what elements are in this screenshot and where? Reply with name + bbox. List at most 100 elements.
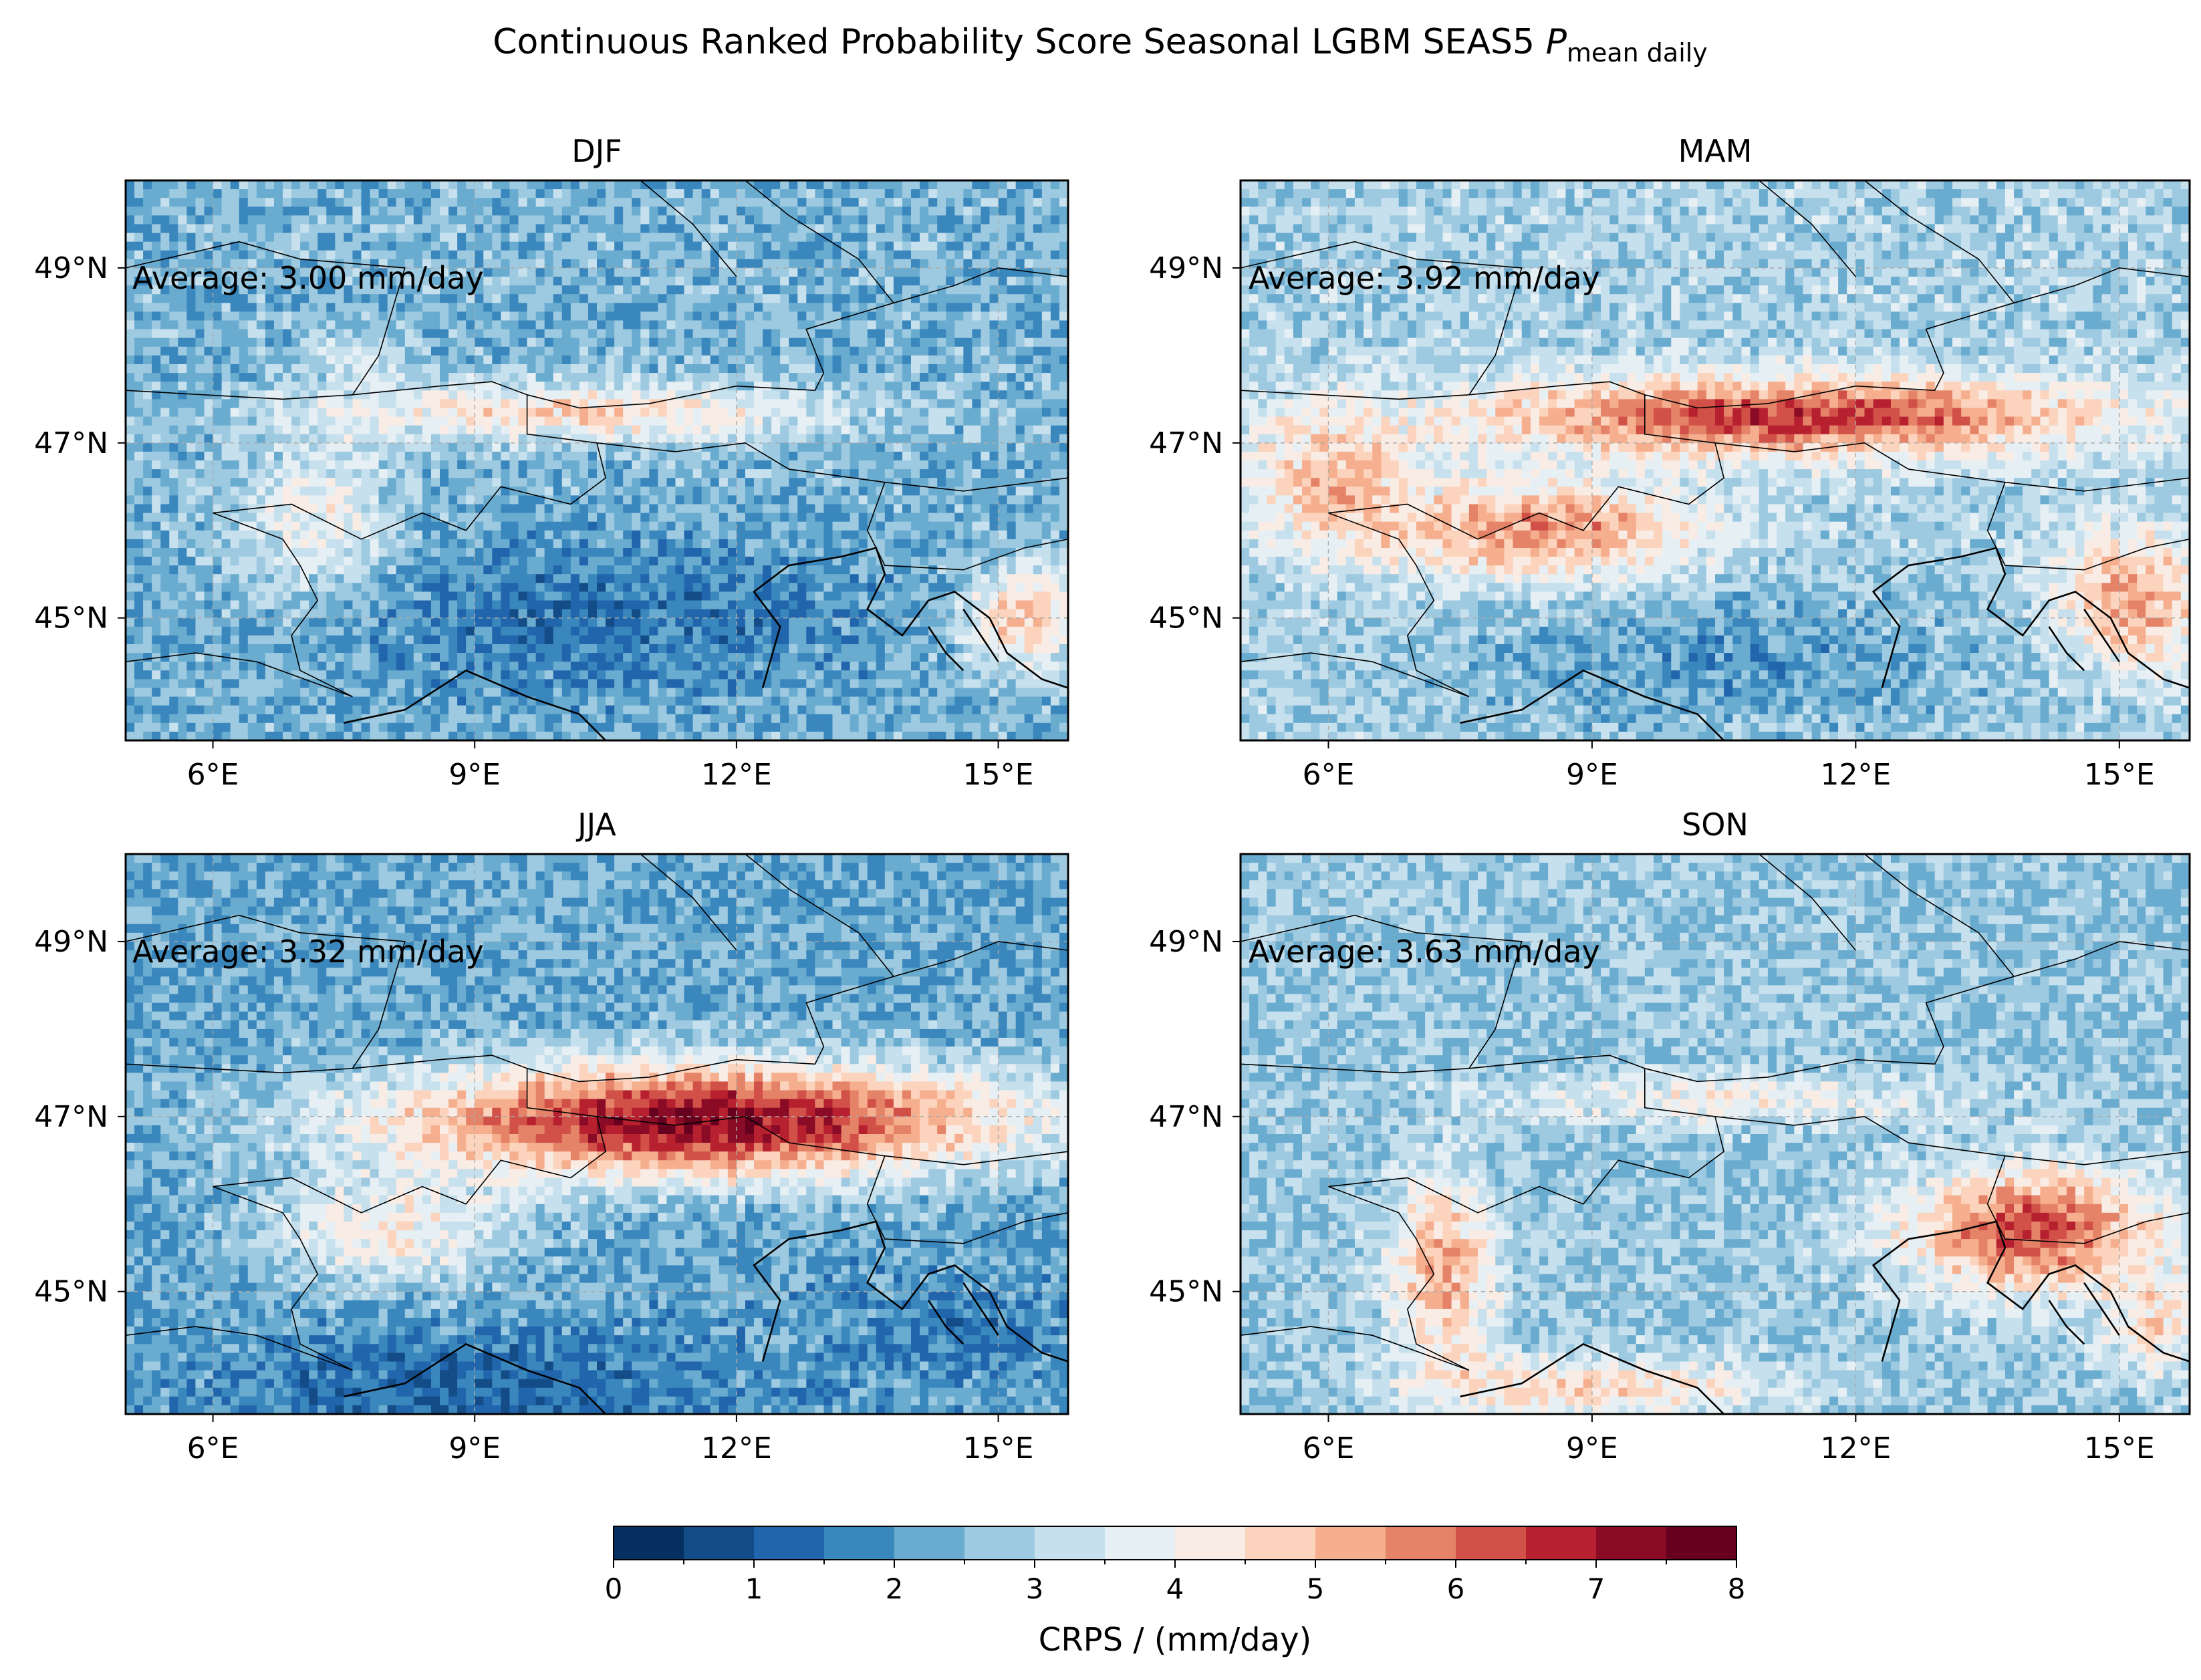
heatmap-cell-djf xyxy=(1033,189,1043,198)
heatmap-cell-djf xyxy=(247,250,257,260)
heatmap-cell-djf xyxy=(178,399,187,409)
heatmap-cell-djf xyxy=(335,557,344,566)
heatmap-cell-djf xyxy=(745,442,755,452)
heatmap-cell-djf xyxy=(195,189,205,198)
heatmap-cell-djf xyxy=(247,346,257,356)
heatmap-cell-djf xyxy=(300,478,309,487)
heatmap-cell-djf xyxy=(937,259,946,269)
heatmap-cell-djf xyxy=(126,504,135,514)
heatmap-cell-djf xyxy=(475,574,484,583)
heatmap-cell-djf xyxy=(335,364,344,374)
heatmap-cell-djf xyxy=(727,224,737,234)
heatmap-cell-djf xyxy=(422,399,432,409)
heatmap-cell-djf xyxy=(544,346,554,356)
heatmap-cell-djf xyxy=(247,224,257,234)
heatmap-cell-djf xyxy=(152,337,161,347)
heatmap-cell-djf xyxy=(204,180,214,190)
heatmap-cell-djf xyxy=(160,241,170,251)
heatmap-cell-djf xyxy=(527,460,537,470)
heatmap-cell-djf xyxy=(606,442,615,452)
heatmap-cell-djf xyxy=(658,259,668,269)
heatmap-cell-djf xyxy=(806,373,815,382)
heatmap-cell-djf xyxy=(719,539,729,549)
heatmap-cell-djf xyxy=(475,267,484,277)
heatmap-cell-djf xyxy=(658,250,668,260)
heatmap-cell-djf xyxy=(606,539,615,549)
heatmap-cell-djf xyxy=(710,337,720,347)
heatmap-cell-djf xyxy=(579,294,589,303)
heatmap-cell-djf xyxy=(335,303,344,312)
heatmap-cell-djf xyxy=(867,346,877,356)
heatmap-cell-djf xyxy=(483,557,493,566)
heatmap-cell-djf xyxy=(466,442,475,452)
heatmap-cell-djf xyxy=(509,416,519,426)
heatmap-cell-djf xyxy=(597,521,606,531)
heatmap-cell-djf xyxy=(300,355,309,365)
heatmap-cell-djf xyxy=(413,469,423,478)
heatmap-cell-djf xyxy=(544,557,554,566)
heatmap-cell-djf xyxy=(448,557,458,566)
heatmap-cell-djf xyxy=(570,277,580,286)
heatmap-cell-djf xyxy=(256,565,266,575)
heatmap-cell-djf xyxy=(230,565,240,575)
heatmap-cell-djf xyxy=(946,329,955,339)
heatmap-cell-djf xyxy=(692,399,702,409)
heatmap-cell-djf xyxy=(684,206,694,216)
heatmap-cell-djf xyxy=(561,547,571,557)
heatmap-cell-djf xyxy=(404,241,414,251)
heatmap-cell-djf xyxy=(186,574,197,583)
heatmap-cell-djf xyxy=(727,311,737,321)
heatmap-cell-djf xyxy=(797,434,807,444)
heatmap-cell-djf xyxy=(256,442,266,452)
heatmap-cell-djf xyxy=(876,215,886,225)
heatmap-cell-djf xyxy=(954,267,964,277)
heatmap-cell-djf xyxy=(213,486,223,496)
heatmap-cell-djf xyxy=(527,469,537,478)
heatmap-cell-djf xyxy=(143,373,152,382)
heatmap-cell-djf xyxy=(527,206,537,216)
heatmap-cell-djf xyxy=(361,574,371,583)
heatmap-cell-djf xyxy=(1015,267,1025,277)
heatmap-cell-djf xyxy=(684,495,694,505)
heatmap-cell-djf xyxy=(378,460,388,470)
heatmap-cell-djf xyxy=(579,285,589,295)
heatmap-cell-djf xyxy=(675,277,685,286)
heatmap-cell-djf xyxy=(727,486,737,496)
heatmap-cell-djf xyxy=(588,495,598,505)
heatmap-cell-djf xyxy=(884,530,894,540)
heatmap-cell-djf xyxy=(763,250,772,260)
heatmap-cell-djf xyxy=(230,539,240,549)
heatmap-cell-djf xyxy=(387,486,397,496)
heatmap-cell-djf xyxy=(291,408,301,418)
heatmap-cell-djf xyxy=(273,267,283,277)
heatmap-cell-djf xyxy=(370,451,380,461)
heatmap-cell-djf xyxy=(317,373,327,382)
heatmap-cell-djf xyxy=(989,259,999,269)
heatmap-cell-djf xyxy=(134,355,144,365)
heatmap-cell-djf xyxy=(186,434,197,444)
heatmap-cell-djf xyxy=(265,233,275,243)
heatmap-cell-djf xyxy=(745,460,755,470)
heatmap-cell-djf xyxy=(195,337,205,347)
heatmap-cell-djf xyxy=(692,294,702,303)
heatmap-cell-djf xyxy=(771,469,781,478)
heatmap-cell-djf xyxy=(273,233,283,243)
heatmap-cell-djf xyxy=(1015,215,1025,225)
heatmap-cell-djf xyxy=(352,469,362,478)
heatmap-cell-djf xyxy=(160,504,170,514)
heatmap-cell-djf xyxy=(247,451,257,461)
heatmap-cell-djf xyxy=(884,547,894,557)
heatmap-cell-djf xyxy=(361,250,371,260)
heatmap-cell-djf xyxy=(448,224,458,234)
heatmap-cell-djf xyxy=(710,399,720,409)
heatmap-cell-djf xyxy=(309,382,318,391)
heatmap-cell-djf xyxy=(719,267,729,277)
heatmap-cell-djf xyxy=(920,399,929,409)
heatmap-cell-djf xyxy=(675,355,685,365)
heatmap-cell-djf xyxy=(387,373,397,382)
heatmap-cell-djf xyxy=(614,399,624,409)
heatmap-cell-djf xyxy=(169,382,178,391)
heatmap-cell-djf xyxy=(920,382,929,391)
heatmap-cell-djf xyxy=(632,189,641,198)
heatmap-cell-djf xyxy=(1007,355,1017,365)
